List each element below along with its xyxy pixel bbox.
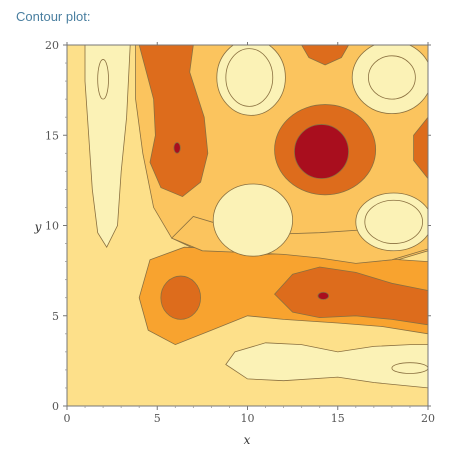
- x-tick-label: 15: [331, 412, 345, 425]
- contour-dark-top-edge: [301, 45, 350, 66]
- contour-light-middle: [212, 183, 294, 257]
- contour-dark-left-column: [138, 45, 209, 198]
- y-axis-label: y: [34, 220, 42, 234]
- contour-red-spot-lower: [317, 291, 330, 300]
- contour-light-bottom: [225, 342, 428, 389]
- y-axis: 0 5 10 15 20: [45, 39, 431, 413]
- x-tick-label: 0: [64, 412, 71, 425]
- y-tick-label: 5: [52, 310, 59, 323]
- contour-red-core: [294, 124, 349, 179]
- x-tick-label: 5: [154, 412, 161, 425]
- x-tick-label: 10: [241, 412, 255, 425]
- contour-light-top-right-inner: [368, 55, 416, 100]
- x-axis: 0 5 10 15 20: [64, 42, 435, 425]
- chart-caption: Contour plot:: [16, 9, 91, 24]
- contour-light-top-center-inner: [225, 48, 274, 107]
- contour-red-spot-left: [173, 142, 181, 154]
- y-tick-label: 15: [45, 129, 59, 142]
- contour-light-left: [84, 45, 131, 249]
- y-tick-label: 0: [52, 400, 59, 413]
- plot-area: [67, 45, 428, 406]
- x-axis-label: x: [244, 433, 251, 447]
- x-tick-label: 20: [421, 412, 435, 425]
- contour-dark-right-edge: [413, 116, 428, 180]
- contour-light-left-inner: [97, 59, 109, 100]
- y-tick-label: 20: [45, 39, 59, 52]
- contour-light-right-inner: [364, 199, 423, 244]
- contour-dark-lower-right: [274, 266, 428, 326]
- y-tick-label: 10: [45, 220, 59, 233]
- contour-fills: [84, 45, 428, 389]
- contour-light-bottom-inner: [391, 362, 428, 374]
- contour-dark-lower-left: [160, 275, 201, 320]
